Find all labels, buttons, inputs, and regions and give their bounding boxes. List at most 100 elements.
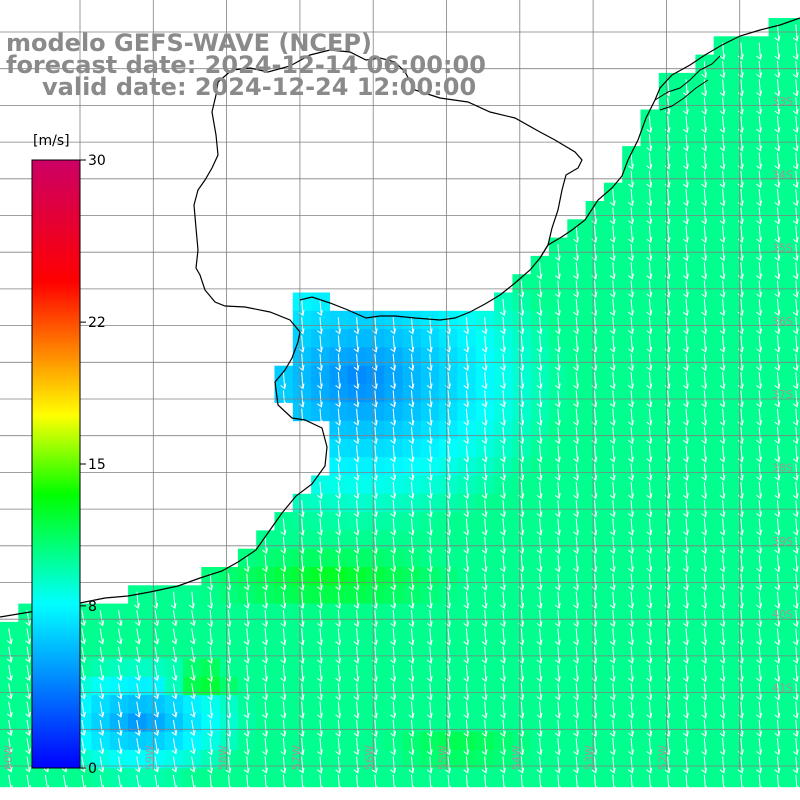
wind-arrow <box>335 591 342 609</box>
wind-arrow <box>500 481 506 500</box>
wind-arrow <box>774 115 781 134</box>
wind-arrow <box>317 518 323 536</box>
wind-arrow <box>408 481 415 500</box>
wind-arrow <box>463 555 470 573</box>
wind-arrow <box>573 481 579 500</box>
wind-arrow <box>683 536 689 555</box>
wind-arrow <box>628 719 634 738</box>
wind-arrow <box>701 408 708 426</box>
wind-arrow <box>298 774 305 792</box>
wind-arrow <box>756 719 762 738</box>
wind-arrow <box>573 609 579 628</box>
wind-arrow <box>335 463 342 481</box>
wind-arrow <box>426 609 433 628</box>
wind-arrow <box>628 152 634 170</box>
wind-arrow <box>792 683 799 701</box>
wind-arrow <box>262 756 268 774</box>
wind-arrow <box>536 774 543 792</box>
wind-arrow <box>408 518 415 536</box>
wind-arrow <box>554 719 561 738</box>
wind-cell <box>786 127 800 147</box>
wind-arrow <box>609 628 616 646</box>
longitude-label: 53W <box>583 745 596 770</box>
wind-arrow <box>646 609 653 628</box>
wind-arrow <box>573 536 579 555</box>
wind-arrow <box>500 683 506 701</box>
wind-arrow <box>426 555 433 573</box>
wind-arrow <box>171 756 178 773</box>
wind-arrow <box>207 774 213 792</box>
latitude-label: 38S <box>772 462 793 475</box>
wind-arrow <box>774 628 781 646</box>
wind-arrow <box>609 555 616 573</box>
wind-arrow <box>683 463 689 481</box>
wind-arrow <box>683 609 689 628</box>
wind-arrow <box>317 555 323 573</box>
wind-arrow <box>646 738 653 756</box>
wind-arrow <box>628 701 634 719</box>
wind-cell <box>786 731 800 751</box>
wind-arrow <box>683 646 689 664</box>
wind-arrow <box>135 610 141 627</box>
wind-arrow <box>426 756 433 774</box>
wind-arrow <box>628 683 634 701</box>
wind-arrow <box>390 701 396 719</box>
wind-arrow <box>683 189 689 207</box>
wind-arrow <box>536 481 543 500</box>
wind-arrow <box>756 298 762 317</box>
wind-arrow <box>335 426 342 445</box>
wind-arrow <box>353 664 360 683</box>
wind-arrow <box>207 664 213 683</box>
wind-arrow <box>171 701 178 718</box>
wind-arrow <box>719 42 726 60</box>
wind-arrow <box>280 372 287 390</box>
wind-arrow <box>390 408 396 426</box>
wind-arrow <box>408 609 415 628</box>
wind-arrow <box>426 573 433 591</box>
wind-arrow <box>536 664 543 683</box>
wind-arrow <box>481 683 488 701</box>
wind-arrow <box>353 426 360 445</box>
wind-cell <box>786 512 800 531</box>
wind-arrow <box>298 518 305 536</box>
wind-arrow <box>390 555 396 573</box>
wind-arrow <box>500 555 506 573</box>
wind-arrow <box>792 646 799 664</box>
wind-arrow <box>774 298 781 317</box>
wind-arrow <box>225 628 232 646</box>
latitude-label: 35S <box>772 242 793 255</box>
wind-arrow <box>135 774 141 791</box>
wind-cell <box>786 548 800 568</box>
wind-arrow <box>408 683 415 701</box>
wind-arrow <box>353 445 360 463</box>
wind-arrow <box>701 628 708 646</box>
wind-arrow <box>536 591 543 609</box>
wind-arrow <box>280 646 287 664</box>
wind-arrow <box>243 683 250 701</box>
wind-arrow <box>500 738 506 756</box>
wind-arrow <box>756 555 762 573</box>
wind-arrow <box>756 738 762 756</box>
wind-arrow <box>554 701 561 719</box>
wind-arrow <box>792 555 799 573</box>
wind-arrow <box>280 609 287 628</box>
longitude-label: 59W <box>143 745 156 770</box>
latitude-label: 39S <box>772 535 793 548</box>
wind-cell <box>786 768 800 788</box>
wind-arrow <box>628 408 634 426</box>
wind-arrow <box>390 500 396 518</box>
wind-arrow <box>646 372 653 390</box>
wind-arrow <box>701 719 708 738</box>
wind-arrow <box>609 518 616 536</box>
wind-arrow <box>554 518 561 536</box>
wind-arrow <box>792 756 799 774</box>
wind-arrow <box>683 518 689 536</box>
wind-arrow <box>554 738 561 756</box>
wind-arrow <box>628 591 634 609</box>
wind-arrow <box>390 646 396 664</box>
wind-arrow <box>481 664 488 683</box>
wind-arrow <box>646 481 653 500</box>
wind-arrow <box>774 372 781 390</box>
wind-arrow <box>774 518 781 536</box>
wind-arrow <box>116 628 123 645</box>
